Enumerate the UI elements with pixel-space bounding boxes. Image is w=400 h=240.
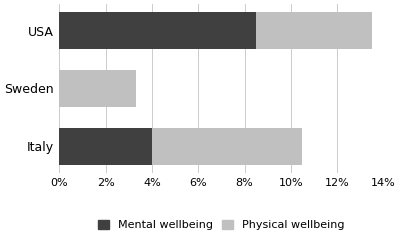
Legend: Mental wellbeing, Physical wellbeing: Mental wellbeing, Physical wellbeing <box>94 216 349 235</box>
Bar <box>256 12 372 49</box>
Bar <box>59 12 256 49</box>
Bar <box>59 70 136 107</box>
Bar <box>59 127 152 165</box>
Bar <box>152 127 302 165</box>
